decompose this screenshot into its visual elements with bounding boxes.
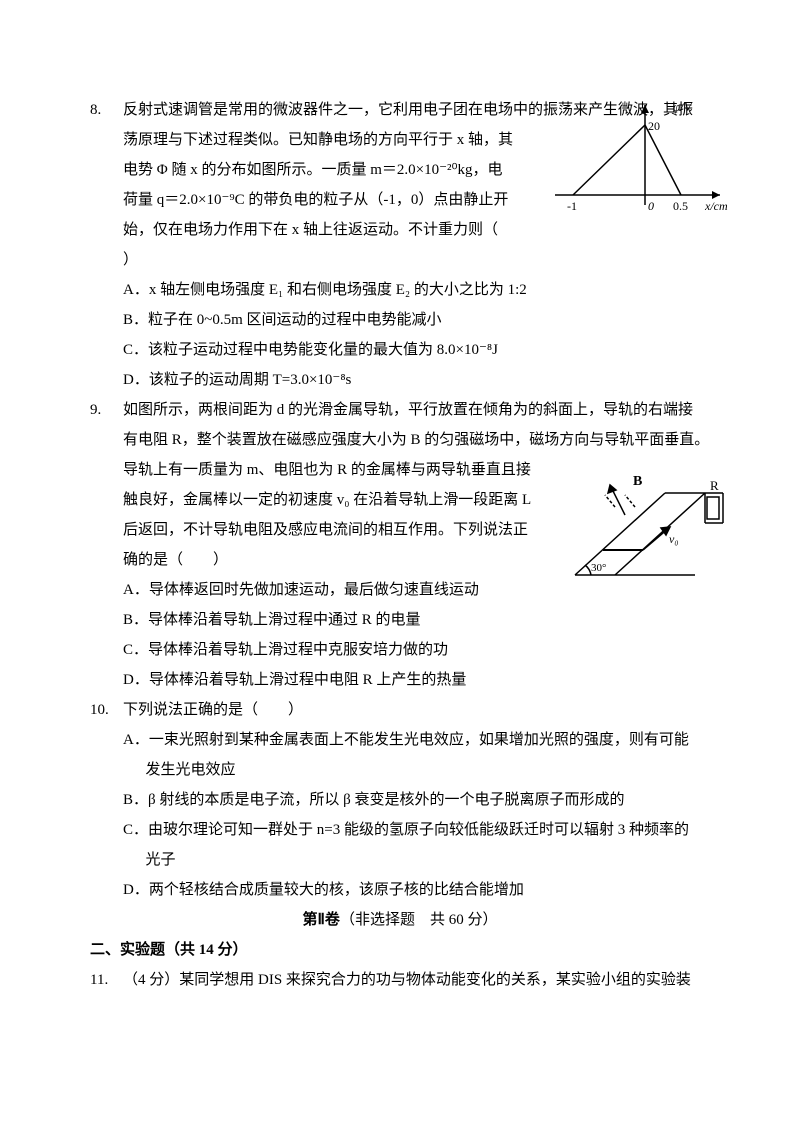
q8-line-2: 电势 Φ 随 x 的分布如图所示。一质量 m＝2.0×10⁻²⁰kg，电 (123, 155, 550, 185)
q10-option-c-2: 光子 (146, 845, 711, 875)
question-11: 11.（4 分）某同学想用 DIS 来探究合力的功与物体动能变化的关系，某实验小… (90, 965, 710, 995)
q9-option-c: C．导体棒沿着导轨上滑过程中克服安培力做的功 (123, 635, 710, 665)
q11-text: （4 分）某同学想用 DIS 来探究合力的功与物体动能变化的关系，某实验小组的实… (123, 972, 691, 988)
q8-line-3: 荷量 q＝2.0×10⁻⁹C 的带负电的粒子从（-1，0）点由静止开 (123, 185, 550, 215)
question-10: 10.下列说法正确的是（ ） A．一束光照射到某种金属表面上不能发生光电效应，如… (90, 695, 710, 905)
graph-svg: φ/V 20 x/cm -1 0 0.5 (545, 95, 730, 225)
figure-inclined-rail: B R v₀ 30° (555, 455, 730, 596)
b-label: B (633, 474, 642, 489)
page-container: φ/V 20 x/cm -1 0 0.5 8.反射式速调管是常用的微波器件之一，… (0, 0, 800, 1132)
y-axis-label: φ/V (673, 99, 694, 114)
q10-option-a-1: A．一束光照射到某种金属表面上不能发生光电效应，如果增加光照的强度，则有可能 (123, 725, 710, 755)
q11-first-line: 11.（4 分）某同学想用 DIS 来探究合力的功与物体动能变化的关系，某实验小… (90, 965, 710, 995)
q10-first-line: 10.下列说法正确的是（ ） (90, 695, 710, 725)
angle-label: 30° (591, 562, 606, 574)
q9-line-4: 后返回，不计导轨电阻及感应电流间的相互作用。下列说法正 (123, 515, 550, 545)
q9-line-0: 如图所示，两根间距为 d 的光滑金属导轨，平行放置在倾角为的斜面上，导轨的右端接 (123, 402, 693, 418)
v-label: v₀ (669, 532, 679, 546)
q9-line-3: 触良好，金属棒以一定的初速度 v₀ 在沿着导轨上滑一段距离 L (123, 485, 550, 515)
q9-option-b: B．导体棒沿着导轨上滑过程中通过 R 的电量 (123, 605, 710, 635)
q9-option-d: D．导体棒沿着导轨上滑过程中电阻 R 上产生的热量 (123, 665, 710, 695)
q8-line-4: 始，仅在电场力作用下在 x 轴上往返运动。不计重力则（ (123, 215, 550, 245)
part-2-heading: 二、实验题（共 14 分） (90, 935, 710, 965)
r-label: R (710, 478, 719, 493)
q8-line-1: 荡原理与下述过程类似。已知静电场的方向平行于 x 轴，其 (123, 125, 550, 155)
q8-option-a: A．x 轴左侧电场强度 E₁ 和右侧电场强度 E₂ 的大小之比为 1:2 (123, 275, 710, 305)
y-peak-label: 20 (648, 119, 660, 133)
q9-first-line: 9.如图所示，两根间距为 d 的光滑金属导轨，平行放置在倾角为的斜面上，导轨的右… (90, 395, 710, 425)
section-2-rest: （非选择题 共 60 分） (340, 912, 498, 928)
x-origin-label: 0 (648, 199, 654, 213)
q8-option-b: B．粒子在 0~0.5m 区间运动的过程中电势能减小 (123, 305, 710, 335)
q10-text: 下列说法正确的是（ ） (123, 702, 303, 718)
q8-line-5: ） (123, 245, 550, 275)
x-right-label: 0.5 (673, 199, 688, 213)
x-left-label: -1 (567, 199, 577, 213)
q8-option-c: C．该粒子运动过程中电势能变化量的最大值为 8.0×10⁻⁸J (123, 335, 710, 365)
q8-option-d: D．该粒子的运动周期 T=3.0×10⁻⁸s (123, 365, 710, 395)
figure-potential-graph: φ/V 20 x/cm -1 0 0.5 (545, 95, 730, 236)
q10-option-a-2: 发生光电效应 (146, 755, 711, 785)
q10-number: 10. (90, 695, 123, 725)
q9-line-2: 导轨上有一质量为 m、电阻也为 R 的金属棒与两导轨垂直且接 (123, 455, 550, 485)
incline-svg: B R v₀ 30° (555, 455, 730, 585)
q9-line-1: 有电阻 R，整个装置放在磁感应强度大小为 B 的匀强磁场中，磁场方向与导轨平面垂… (123, 425, 710, 455)
q11-number: 11. (90, 965, 123, 995)
q9-line-5: 确的是（ ） (123, 545, 550, 575)
section-2-title: 第Ⅱ卷（非选择题 共 60 分） (90, 905, 710, 935)
q10-option-c-1: C．由玻尔理论可知一群处于 n=3 能级的氢原子向较低能级跃迁时可以辐射 3 种… (123, 815, 710, 845)
section-2-bold: 第Ⅱ卷 (303, 912, 340, 928)
question-9: B R v₀ 30° 9.如图所示，两根间距为 d 的光滑金属导轨，平行放置在倾… (90, 395, 710, 695)
question-8: φ/V 20 x/cm -1 0 0.5 8.反射式速调管是常用的微波器件之一，… (90, 95, 710, 395)
q8-number: 8. (90, 95, 123, 125)
q10-option-d: D．两个轻核结合成质量较大的核，该原子核的比结合能增加 (123, 875, 710, 905)
x-axis-label: x/cm (704, 199, 728, 213)
q9-number: 9. (90, 395, 123, 425)
q10-option-b: B．β 射线的本质是电子流，所以 β 衰变是核外的一个电子脱离原子而形成的 (123, 785, 710, 815)
